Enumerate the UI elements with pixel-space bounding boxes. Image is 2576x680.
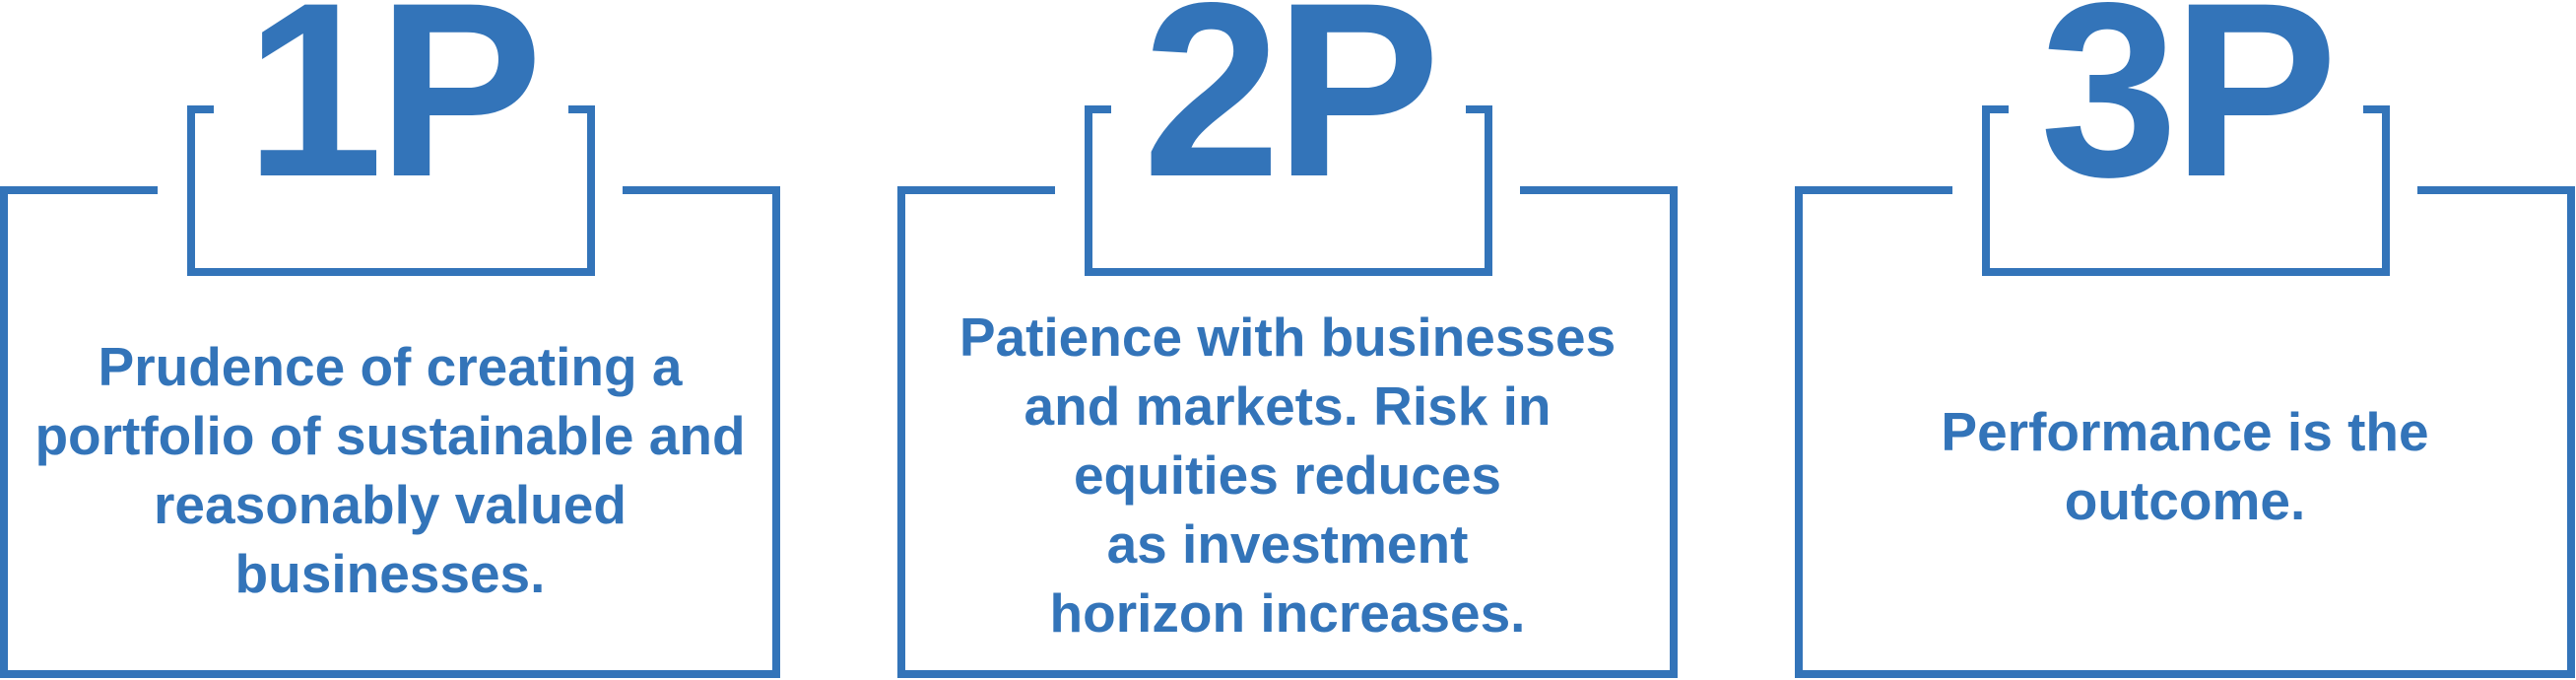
panel-3p-description: Performance is the outcome. bbox=[1799, 397, 2571, 535]
panel-3p: 3P Performance is the outcome. bbox=[1795, 0, 2576, 680]
panel-1p: 1P Prudence of creating a portfolio of s… bbox=[0, 0, 788, 680]
panel-2p-line: and markets. Risk in bbox=[1024, 375, 1552, 437]
panel-2p: 2P Patience with businesses and markets.… bbox=[896, 0, 1684, 680]
panel-1p-label: 1P bbox=[244, 0, 543, 229]
panel-1p-line: businesses. bbox=[234, 543, 546, 604]
panel-3p-line: outcome. bbox=[2064, 470, 2306, 531]
panel-1p-line: portfolio of sustainable and bbox=[34, 405, 746, 466]
panel-1p-frame bbox=[0, 105, 780, 678]
panel-1p-line: Prudence of creating a bbox=[98, 336, 683, 397]
panel-2p-frame bbox=[897, 105, 1678, 678]
panel-3p-label: 3P bbox=[2039, 0, 2338, 229]
panel-3p-line: Performance is the bbox=[1941, 401, 2429, 462]
panel-2p-line: as investment bbox=[1106, 513, 1469, 575]
panel-2p-line: horizon increases. bbox=[1049, 582, 1526, 644]
panel-2p-label: 2P bbox=[1142, 0, 1440, 229]
panel-2p-description: Patience with businesses and markets. Ri… bbox=[901, 303, 1674, 647]
panel-2p-line: Patience with businesses bbox=[958, 306, 1617, 368]
panel-3p-frame bbox=[1795, 105, 2575, 678]
panel-1p-description: Prudence of creating a portfolio of sust… bbox=[4, 332, 776, 608]
panel-1p-line: reasonably valued bbox=[154, 474, 627, 535]
panel-2p-line: equities reduces bbox=[1073, 444, 1502, 506]
